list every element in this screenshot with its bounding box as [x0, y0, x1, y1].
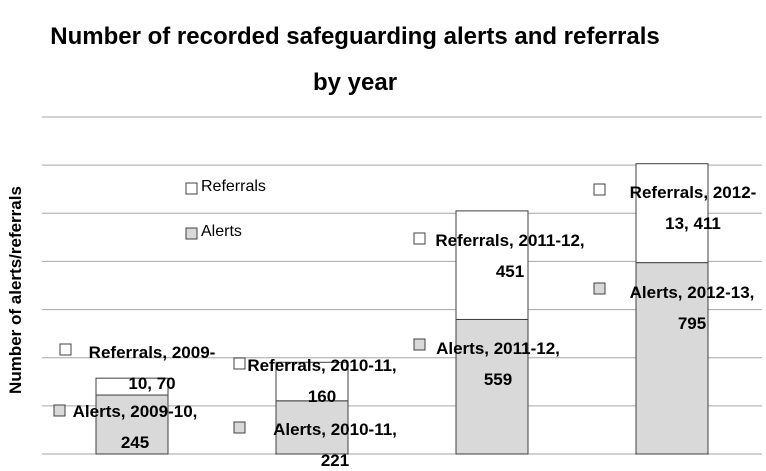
legend-key — [185, 227, 198, 240]
bar-segment — [95, 377, 169, 396]
bar-segment — [455, 210, 529, 320]
legend-key — [53, 404, 66, 417]
data-label: Referrals, 2012-13, 411 — [629, 183, 757, 233]
legend-key — [185, 182, 198, 195]
legend-key — [593, 183, 606, 196]
legend-key — [233, 421, 246, 434]
data-label: Alerts, 2011-12, 559 — [436, 339, 560, 389]
legend-key — [233, 357, 246, 370]
legend-label: Referrals — [201, 178, 266, 195]
bar-segment — [635, 163, 709, 264]
data-label: Alerts, 2012-13, 795 — [629, 283, 755, 333]
data-label: Referrals, 2009-10, 70 — [88, 343, 216, 393]
bar-segment — [275, 400, 349, 455]
legend-key — [413, 338, 426, 351]
data-label: Referrals, 2011-12, 451 — [435, 231, 585, 281]
legend-key — [59, 343, 72, 356]
bar-segment — [95, 394, 169, 455]
y-axis-title: Number of alerts/referrals — [6, 186, 25, 394]
chart-title: Number of recorded safeguarding alerts a… — [50, 23, 660, 96]
legend-label: Alerts — [201, 223, 242, 240]
data-label: Alerts, 2009-10, 245 — [72, 402, 198, 452]
bar-segment — [455, 318, 529, 455]
legend-key — [413, 232, 426, 245]
legend-key — [593, 282, 606, 295]
bar-segment — [275, 361, 349, 402]
data-label: Alerts, 2010-11, 221 — [273, 420, 397, 470]
data-label: Referrals, 2010-11, 160 — [247, 356, 397, 406]
